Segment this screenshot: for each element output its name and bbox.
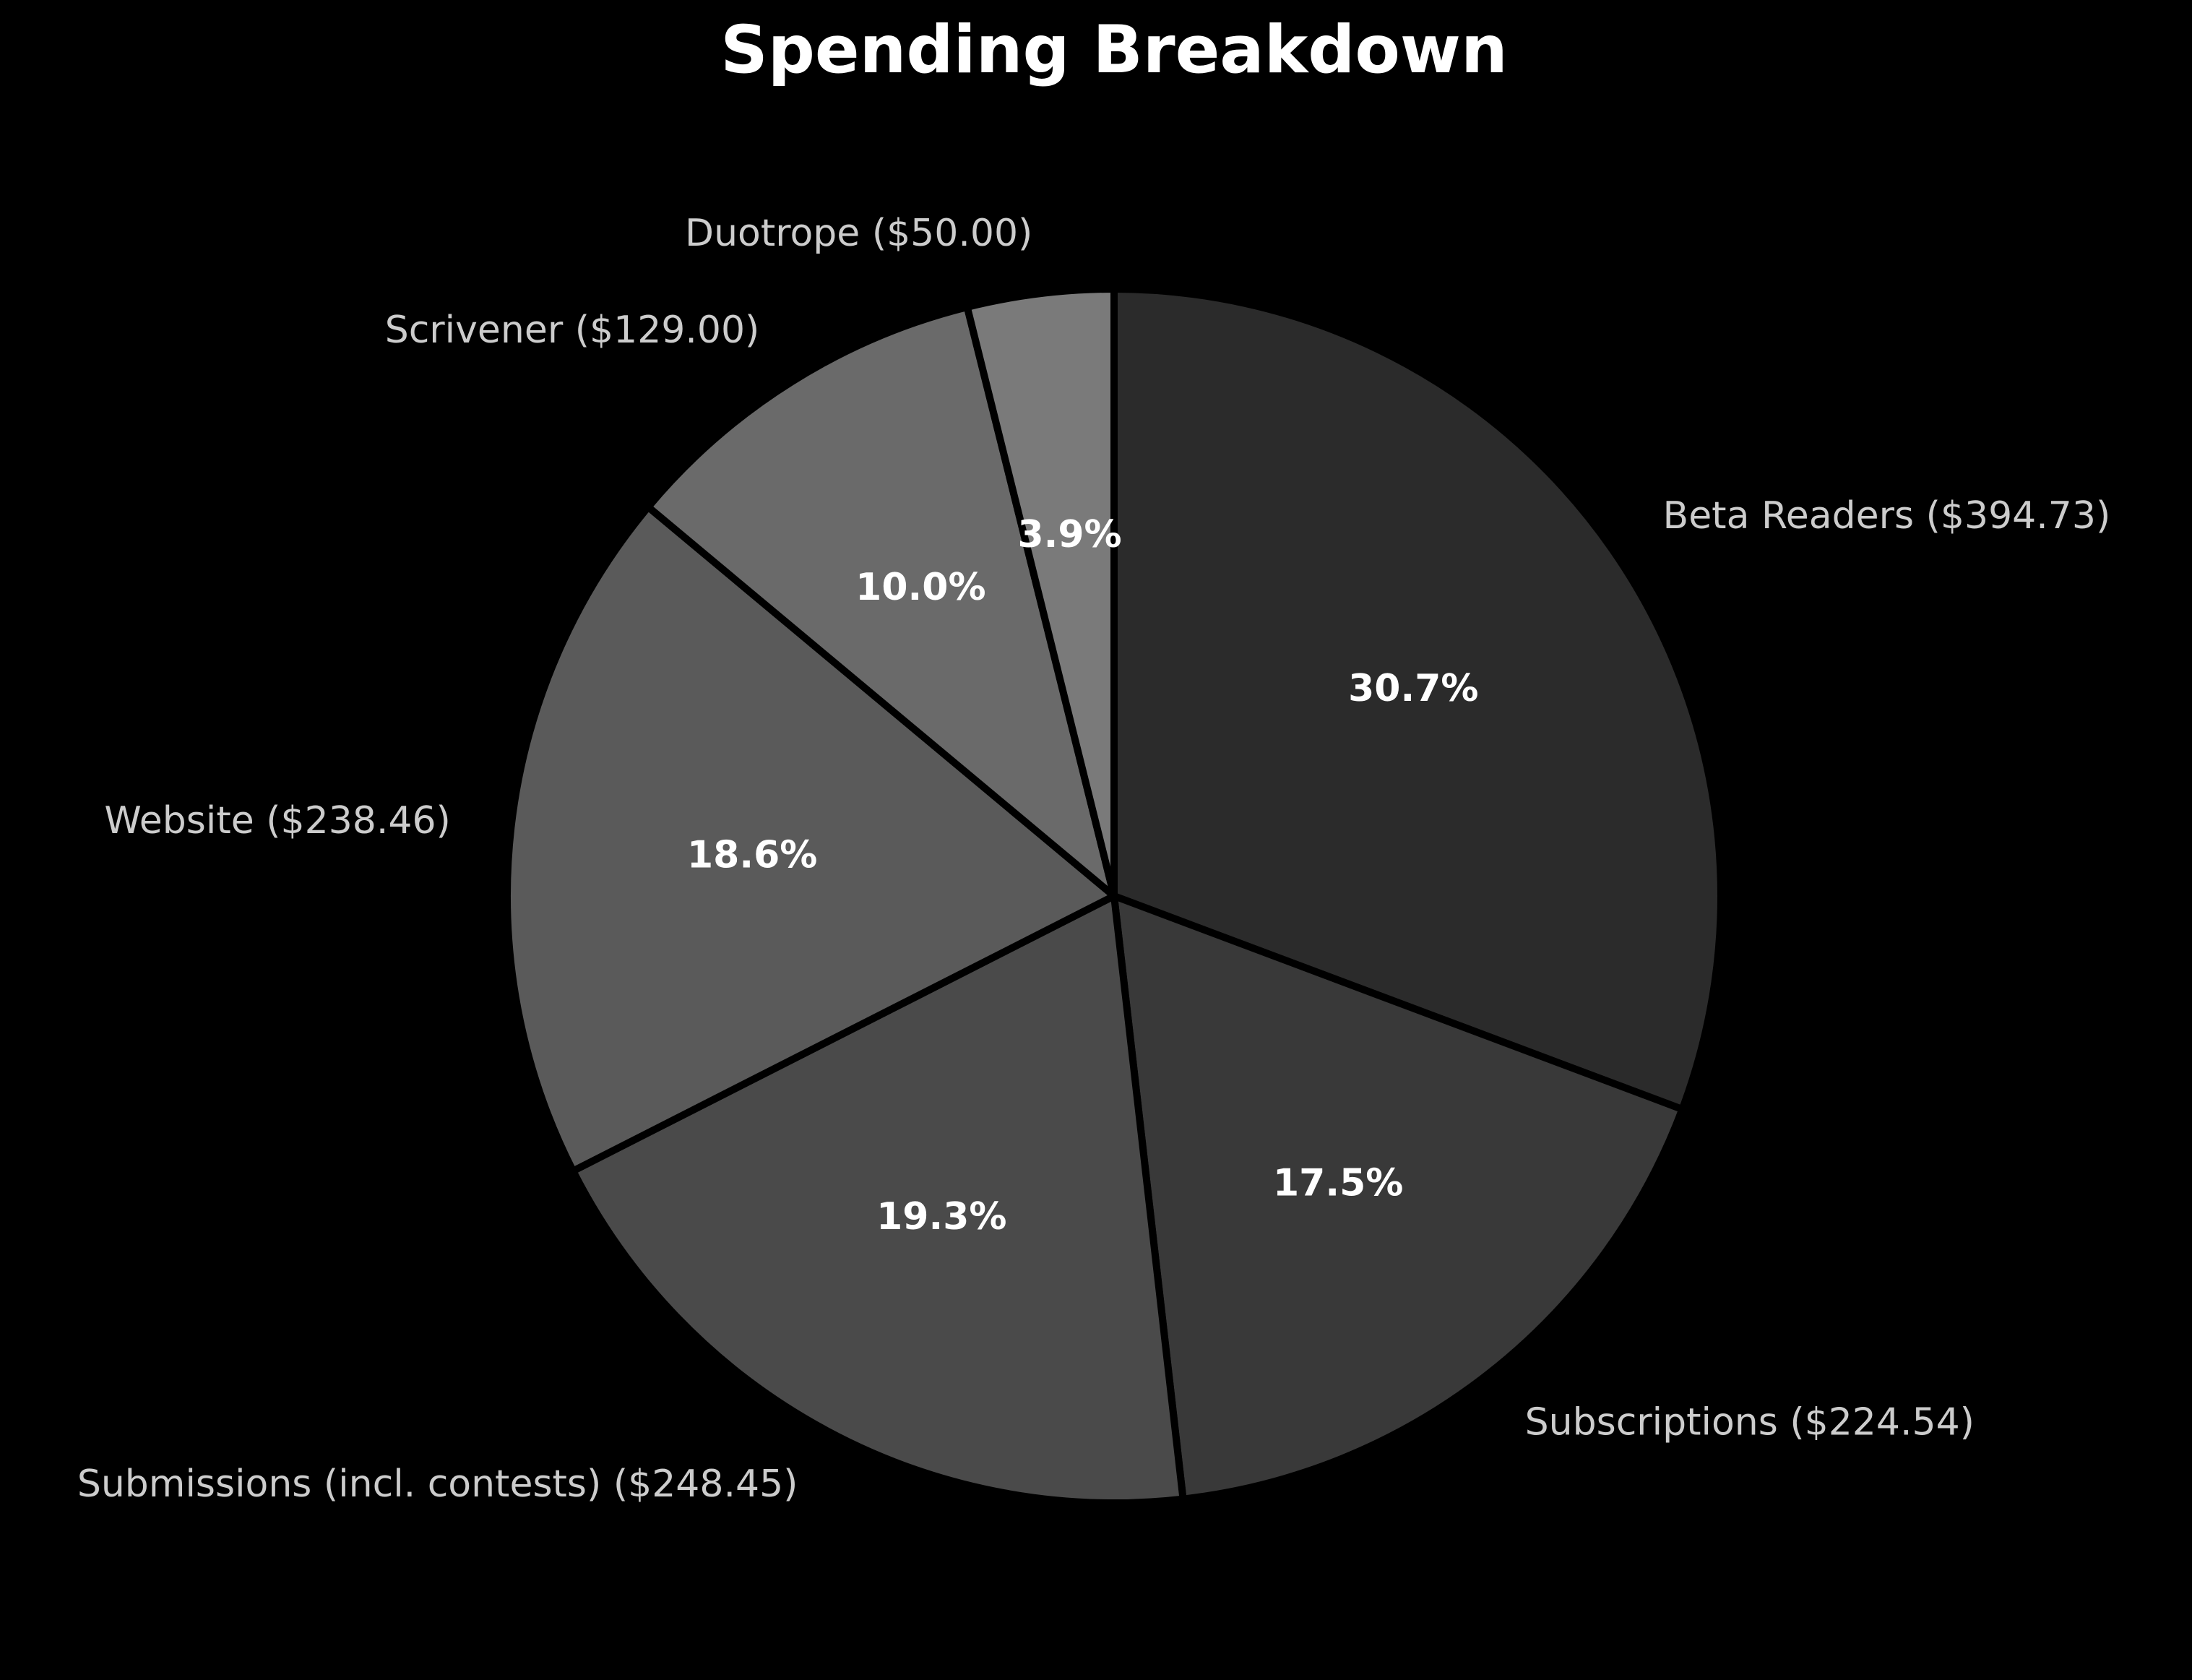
pie-slice-label-submissions-incl-contests: Submissions (incl. contests) ($248.45) bbox=[77, 1463, 798, 1506]
pie-slice-label-duotrope: Duotrope ($50.00) bbox=[685, 212, 1032, 255]
pie-percent-label-beta-readers: 30.7% bbox=[1348, 667, 1478, 710]
pie-slice-labels: Beta Readers ($394.73) Subscriptions ($22… bbox=[77, 212, 2110, 1506]
pie-percent-label-duotrope: 3.9% bbox=[1017, 513, 1121, 556]
pie-slice-label-website: Website ($238.46) bbox=[104, 799, 450, 843]
pie-percent-label-scrivener: 10.0% bbox=[855, 566, 985, 609]
pie-percent-label-subscriptions: 17.5% bbox=[1273, 1161, 1403, 1205]
pie-percent-label-website: 18.6% bbox=[687, 833, 817, 876]
pie-slice-duotrope bbox=[963, 285, 1118, 900]
pie-percent-labels: 30.7% 17.5% 19.3% 18.6% 10.0% 3.9% bbox=[687, 513, 1478, 1239]
chart-title: Spending Breakdown bbox=[720, 12, 1508, 88]
pie-slice-label-subscriptions: Subscriptions ($224.54) bbox=[1525, 1400, 1975, 1444]
pie-percent-label-submissions-incl-contests: 19.3% bbox=[876, 1195, 1006, 1239]
pie-slice-label-scrivener: Scrivener ($129.00) bbox=[385, 309, 760, 352]
pie-slice-beta-readers bbox=[1110, 285, 1725, 1113]
pie-slice-subscriptions bbox=[1110, 892, 1686, 1503]
pie-slice-label-beta-readers: Beta Readers ($394.73) bbox=[1663, 494, 2111, 538]
pie-slice-website bbox=[504, 503, 1118, 1175]
pie-slice-scrivener bbox=[644, 303, 1118, 900]
pie-slices bbox=[504, 285, 1725, 1507]
pie-slice-submissions-incl-contests bbox=[569, 892, 1187, 1507]
